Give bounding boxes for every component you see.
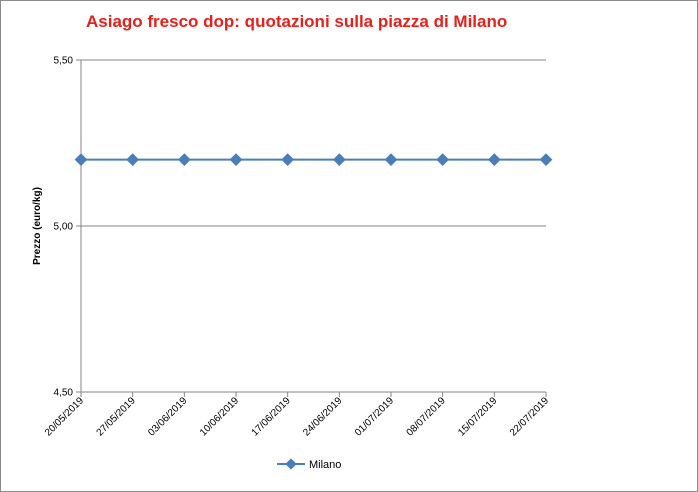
x-tick-label: 20/05/2019 <box>43 395 86 438</box>
data-point <box>332 153 346 166</box>
data-point <box>384 153 398 166</box>
x-tick-label: 03/06/2019 <box>146 395 189 438</box>
y-axis-title: Prezzo (euro/kg) <box>32 187 43 265</box>
data-point <box>126 153 140 166</box>
y-tick-label: 5,00 <box>54 222 74 233</box>
y-tick-label: 4,50 <box>54 388 74 399</box>
x-tick-label: 22/07/2019 <box>508 395 551 438</box>
x-tick-labels: 20/05/2019 27/05/2019 03/06/2019 10/06/2019… <box>43 392 551 439</box>
data-point <box>74 153 88 166</box>
data-point <box>539 153 553 166</box>
x-tick-label: 24/06/2019 <box>301 395 344 438</box>
data-point <box>229 153 243 166</box>
series-milano <box>74 153 553 166</box>
x-tick-label: 27/05/2019 <box>95 395 138 438</box>
x-tick-label: 17/06/2019 <box>250 395 293 438</box>
data-point <box>487 153 501 166</box>
x-tick-label: 01/07/2019 <box>353 395 396 438</box>
gridlines <box>76 59 546 393</box>
x-tick-label: 15/07/2019 <box>456 395 499 438</box>
legend: Milano <box>277 458 341 471</box>
x-tick-label: 10/06/2019 <box>198 395 241 438</box>
legend-marker <box>285 458 297 470</box>
legend-label-milano: Milano <box>309 459 341 471</box>
y-tick-labels: 4,50 5,00 5,50 <box>54 56 74 399</box>
data-point <box>177 153 191 166</box>
data-point <box>436 153 450 166</box>
data-point <box>281 153 295 166</box>
y-tick-label: 5,50 <box>54 56 74 67</box>
x-tick-label: 08/07/2019 <box>405 395 448 438</box>
chart-title: Asiago fresco dop: quotazioni sulla piaz… <box>86 12 508 31</box>
